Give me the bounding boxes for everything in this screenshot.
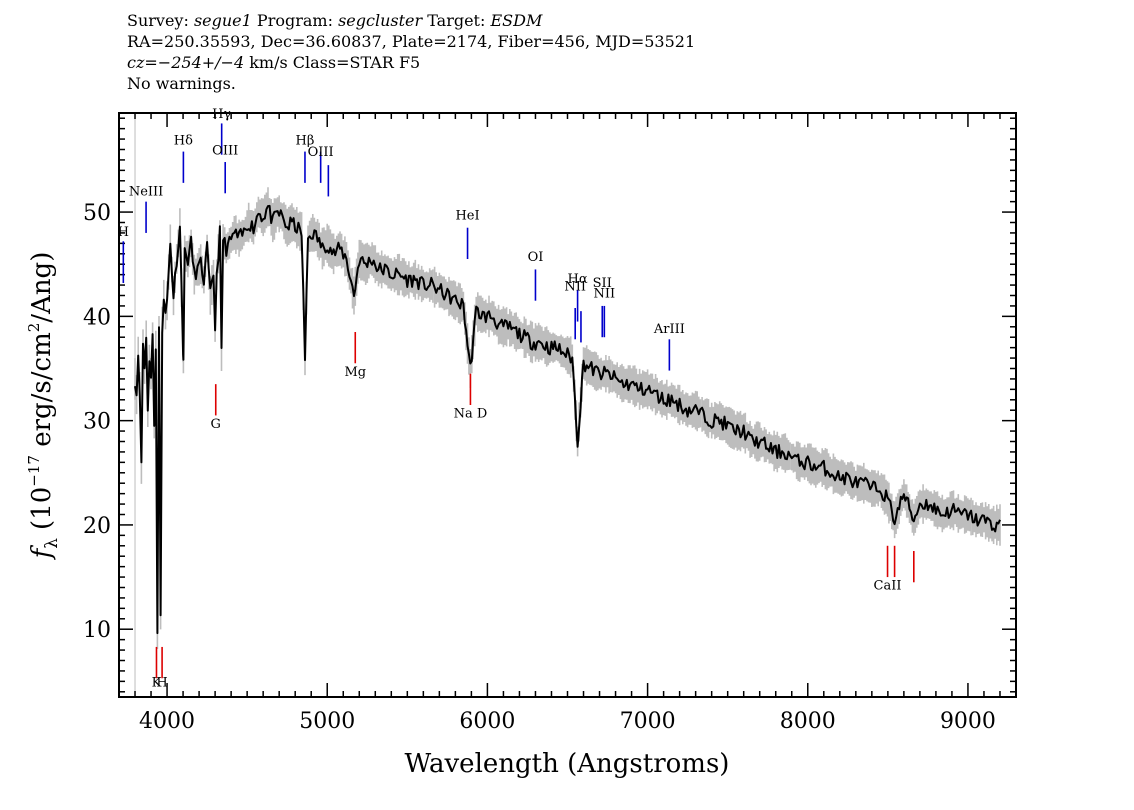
target-label: Target: [427,11,486,30]
spectral-line-label: OIII [308,145,334,160]
axis-ticks: 4000 5000 6000 7000 8000 9000 10 20 30 40 50 [83,113,1017,734]
spectral-line-label: Hγ [212,107,231,122]
x-tick-label: 5000 [299,709,355,734]
x-axis-label: Wavelength (Angstroms) [405,749,730,779]
spectral-line-label: Mg [344,365,366,380]
spectral-line-label: NII [594,287,616,302]
survey-label: Survey: [127,11,189,30]
y-label-sup2: 2 [25,323,43,333]
program-label: Program: [256,11,333,30]
y-label-sub: λ [42,538,62,549]
y-label-main: (10 [27,487,57,530]
y-tick-label: 30 [83,410,111,435]
x-tick-label: 6000 [459,709,515,734]
spectral-line-label: NII [564,279,586,294]
x-tick-label: 7000 [620,709,676,734]
flux-series-line [134,204,1001,635]
y-tick-label: 40 [83,305,111,330]
spectral-line-label: H [118,225,129,240]
y-tick-label: 20 [83,514,111,539]
spectral-line-label: OI [528,250,544,265]
x-tick-label: 8000 [780,709,836,734]
spectral-line-label: K [152,676,162,691]
spectral-line-label: Hβ [296,133,315,148]
header-line-coordinates: RA=250.35593, Dec=36.60837, Plate=2174, … [127,32,696,51]
y-tick-label: 50 [83,201,111,226]
survey-value: segue1 [193,11,252,30]
spectrum-header: Survey: segue1 Program: segcluster Targe… [127,10,1027,94]
x-tick-label: 9000 [940,709,996,734]
spectral-line-label: OIII [212,144,238,159]
flux-error-band [134,187,1001,649]
cz-value: cz=−254+/−4 [127,53,245,72]
spectral-line-label: CaII [874,579,902,594]
spectral-line-label: NeIII [129,184,163,199]
header-line-warnings: No warnings. [127,74,236,93]
spectral-line-label: Na D [454,407,488,422]
spectral-line-label: HeI [455,208,479,223]
spectral-line-label: SII [593,276,612,291]
y-axis-label: fλ(10−17 erg/s/cm2/Ang) [25,252,62,561]
plot-frame [118,112,1017,698]
spectral-line-label: Hδ [174,133,193,148]
spectral-line-label: G [211,417,221,432]
y-label-tail: /Ang) [27,252,57,323]
class-value: km/s Class=STAR F5 [244,53,421,72]
y-tick-label: 10 [83,618,111,643]
header-line-survey: Survey: segue1 Program: segcluster Targe… [127,10,1027,31]
spectral-line-label: Hα [568,272,588,287]
x-tick-label: 4000 [139,709,195,734]
target-value: ESDM [490,11,543,30]
y-label-sup: −17 [25,455,43,487]
program-value: segcluster [338,11,423,30]
header-line-redshift: cz=−254+/−4 km/s Class=STAR F5 [127,52,1027,73]
plot-content [134,113,1001,697]
spectral-line-label: H [156,676,167,691]
spectral-line-label: ArIII [653,322,685,337]
y-label-units: erg/s/cm [27,332,57,455]
